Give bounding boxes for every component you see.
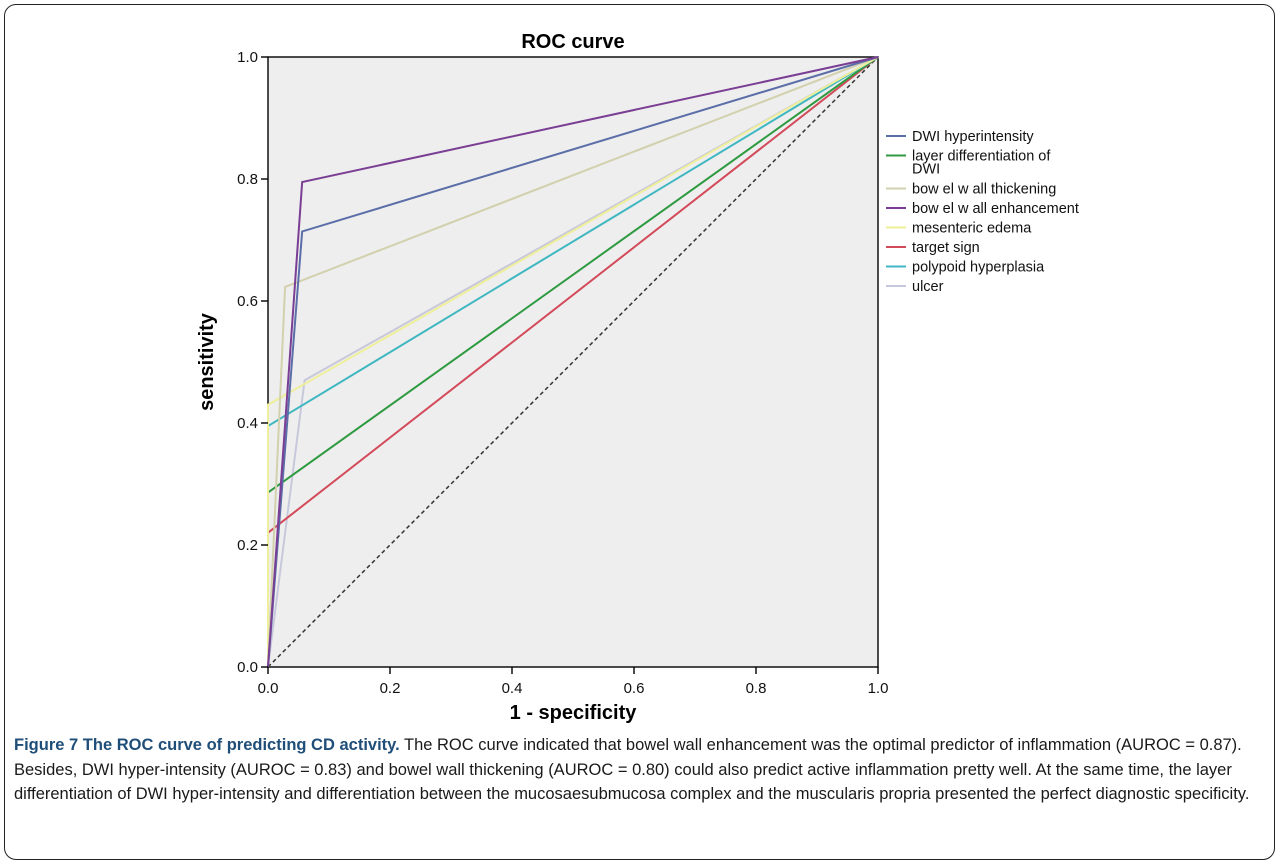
y-tick-label: 0.8 xyxy=(237,171,258,188)
figure-frame xyxy=(4,4,1275,860)
y-tick-label: 0.2 xyxy=(237,537,258,554)
series-line-dwi-hyperintensity xyxy=(267,56,879,668)
x-axis-label: 1 - specificity xyxy=(510,702,638,724)
legend-item-dwi-hyperintensity: DWI hyperintensity xyxy=(886,129,1034,145)
caption-label: Figure 7 xyxy=(14,736,79,754)
legend-item-bow-el-w-all-enhancement: bow el w all enhancement xyxy=(886,201,1079,217)
caption-text: The ROC curve indicated that bowel wall … xyxy=(14,736,1250,803)
axes: 0.0 0.2 0.4 0.6 0.8 1.0 0.0 0.2 0.4 0.6 0.8 1.0 xyxy=(237,49,888,697)
series-layer xyxy=(267,56,879,668)
legend: DWI hyperintensity layer differentiation … xyxy=(886,129,1079,295)
y-tick-label: 1.0 xyxy=(237,49,258,66)
figure-caption: Figure 7 The ROC curve of predicting CD … xyxy=(14,733,1266,807)
x-tick-label: 0.2 xyxy=(380,680,401,697)
chart-title: ROC curve xyxy=(521,31,624,53)
legend-label: layer differentiation of DWI xyxy=(912,149,1051,178)
x-tick-label: 0.0 xyxy=(258,680,279,697)
legend-label: bow el w all enhancement xyxy=(912,201,1079,217)
legend-item-polypoid-hyperplasia: polypoid hyperplasia xyxy=(886,260,1045,276)
x-tick-label: 0.8 xyxy=(746,680,767,697)
series-line-ulcer xyxy=(267,56,879,668)
legend-item-target-sign: target sign xyxy=(886,240,980,256)
y-tick-label: 0.4 xyxy=(237,415,258,432)
caption-title: The ROC curve of predicting CD activity. xyxy=(82,736,400,754)
x-tick-label: 0.6 xyxy=(624,680,645,697)
reference-diagonal-line xyxy=(267,56,879,668)
legend-label: DWI hyperintensity xyxy=(912,129,1034,145)
y-tick-label: 0.0 xyxy=(237,659,258,676)
legend-item-bow-el-w-all-thickening: bow el w all thickening xyxy=(886,182,1056,198)
legend-label: bow el w all thickening xyxy=(912,182,1056,198)
x-tick-label: 0.4 xyxy=(502,680,523,697)
legend-item-layer-differentiation-of-dwi: layer differentiation of DWI xyxy=(886,149,1051,178)
legend-label: target sign xyxy=(912,240,980,256)
series-line-bow-el-w-all-thickening xyxy=(267,56,879,668)
legend-item-ulcer: ulcer xyxy=(886,279,944,295)
legend-label: polypoid hyperplasia xyxy=(912,260,1045,276)
series-line-bow-el-w-all-enhancement xyxy=(267,56,879,668)
roc-chart: 0.0 0.2 0.4 0.6 0.8 1.0 0.0 0.2 0.4 0.6 0.8 1.0 DWI… xyxy=(196,31,1079,724)
y-axis-label: sensitivity xyxy=(196,312,218,411)
legend-label: mesenteric edema xyxy=(912,221,1032,237)
x-tick-label: 1.0 xyxy=(868,680,889,697)
series-line-mesenteric-edema xyxy=(267,56,879,667)
y-tick-label: 0.6 xyxy=(237,293,258,310)
legend-label: ulcer xyxy=(912,279,944,295)
legend-item-mesenteric-edema: mesenteric edema xyxy=(886,221,1032,237)
